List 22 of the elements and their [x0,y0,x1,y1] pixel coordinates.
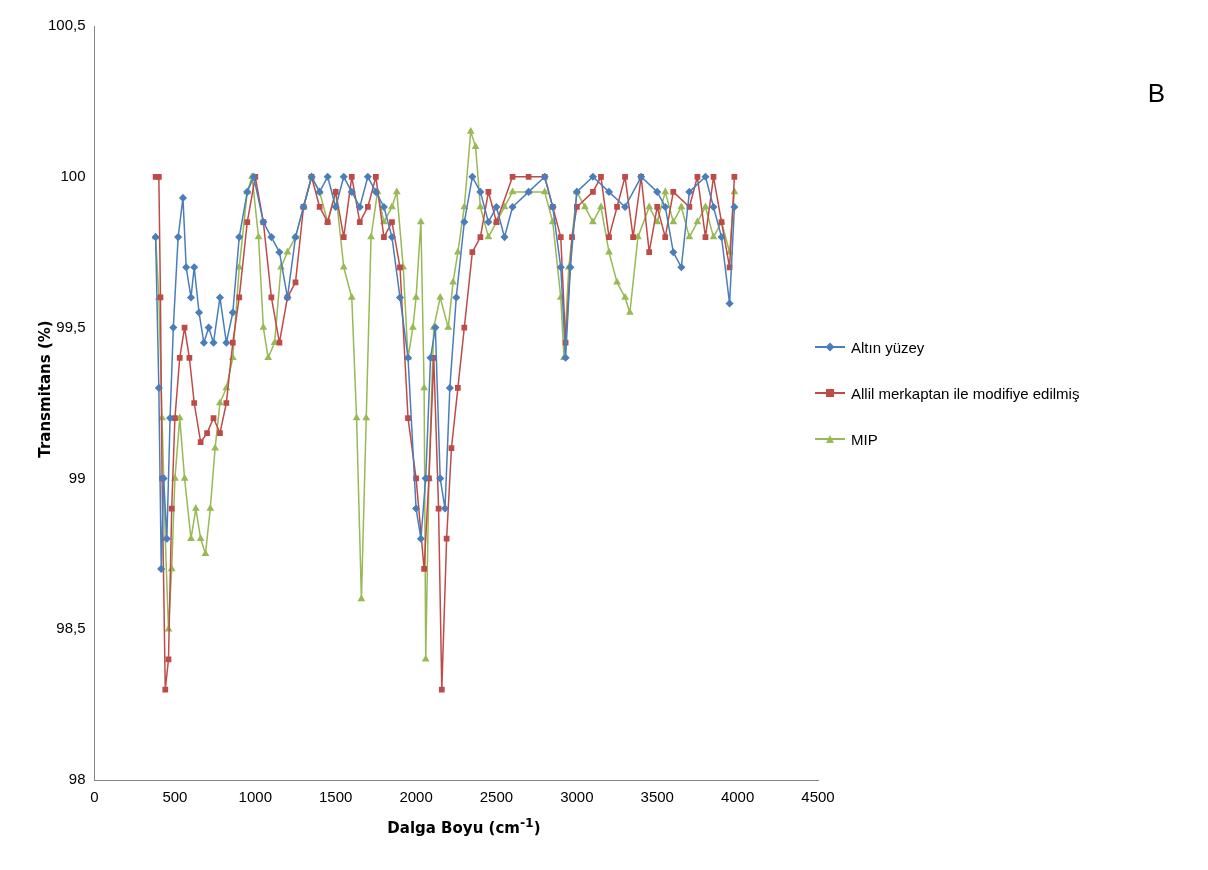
y-axis-title: Transmitans (%) [36,320,54,458]
x-tick-label: 4000 [720,788,755,806]
y-tick-label: 99,5 [56,317,86,335]
x-tick-label: 3500 [640,788,674,806]
x-tick-label: 500 [162,788,188,806]
y-tick-label: 98 [68,770,86,788]
y-tick-label: 99 [68,468,86,486]
x-tick-label: 0 [90,788,99,806]
x-axis-title: Dalga Boyu (cm$^{-1}$) [386,815,542,837]
x-tick-label: 1500 [319,788,353,806]
y-tick-label: 100,5 [47,16,86,34]
x-tick-label: 4500 [801,788,835,806]
x-tick-label: 3000 [560,788,594,806]
y-tick-label: 98,5 [56,619,86,637]
text: B [1147,78,1165,109]
legend-label: Altın yüzey [851,338,925,356]
y-tick-label: 100 [60,166,86,184]
x-tick-label: 2000 [399,788,433,806]
x-tick-label: 1000 [238,788,272,806]
legend-label: MIP [851,430,878,448]
x-tick-label: 2500 [479,788,514,806]
legend-label: Allil merkaptan ile modifiye edilmiş [851,384,1080,402]
